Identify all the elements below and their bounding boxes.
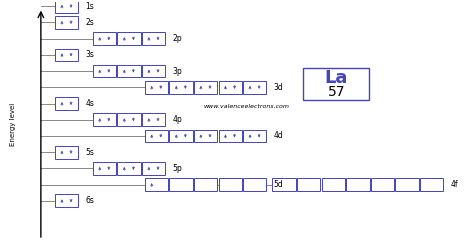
- Text: 3s: 3s: [85, 50, 94, 59]
- Bar: [93, 113, 116, 126]
- Bar: [194, 81, 218, 94]
- Bar: [142, 113, 165, 126]
- Text: 5d: 5d: [273, 180, 283, 189]
- Bar: [145, 81, 168, 94]
- Text: 4s: 4s: [85, 99, 94, 108]
- Bar: [321, 178, 345, 191]
- Bar: [142, 65, 165, 77]
- Bar: [118, 113, 141, 126]
- Bar: [118, 65, 141, 77]
- Bar: [55, 194, 78, 207]
- Bar: [219, 178, 242, 191]
- Bar: [55, 16, 78, 29]
- Bar: [169, 130, 193, 142]
- Text: 57: 57: [328, 85, 345, 99]
- Text: 1s: 1s: [85, 2, 94, 11]
- Bar: [243, 178, 266, 191]
- Bar: [93, 32, 116, 45]
- Bar: [346, 178, 370, 191]
- Bar: [420, 178, 443, 191]
- Bar: [194, 130, 218, 142]
- Bar: [371, 178, 394, 191]
- Text: 3d: 3d: [273, 83, 283, 92]
- Bar: [93, 162, 116, 175]
- Bar: [145, 130, 168, 142]
- Text: La: La: [325, 69, 348, 87]
- Bar: [55, 49, 78, 61]
- Bar: [142, 162, 165, 175]
- Bar: [297, 178, 320, 191]
- Text: 3p: 3p: [172, 67, 182, 76]
- Bar: [303, 68, 369, 100]
- Text: www.valenceelectrons.com: www.valenceelectrons.com: [203, 104, 290, 109]
- Text: 5p: 5p: [172, 164, 182, 173]
- Text: 4p: 4p: [172, 115, 182, 124]
- Text: 2p: 2p: [172, 34, 182, 43]
- Bar: [219, 81, 242, 94]
- Bar: [169, 178, 193, 191]
- Text: 6s: 6s: [85, 196, 94, 205]
- Bar: [55, 0, 78, 13]
- Text: 2s: 2s: [85, 18, 94, 27]
- Text: 5s: 5s: [85, 148, 94, 157]
- Bar: [55, 146, 78, 158]
- Bar: [243, 81, 266, 94]
- Bar: [395, 178, 419, 191]
- Bar: [194, 178, 218, 191]
- Text: 4d: 4d: [273, 131, 283, 140]
- Bar: [93, 65, 116, 77]
- Text: 4f: 4f: [450, 180, 458, 189]
- Bar: [243, 130, 266, 142]
- Bar: [273, 178, 296, 191]
- Bar: [219, 130, 242, 142]
- Bar: [169, 81, 193, 94]
- Bar: [55, 97, 78, 110]
- Bar: [118, 32, 141, 45]
- Bar: [145, 178, 168, 191]
- Text: Energy level: Energy level: [9, 103, 16, 146]
- Bar: [118, 162, 141, 175]
- Bar: [142, 32, 165, 45]
